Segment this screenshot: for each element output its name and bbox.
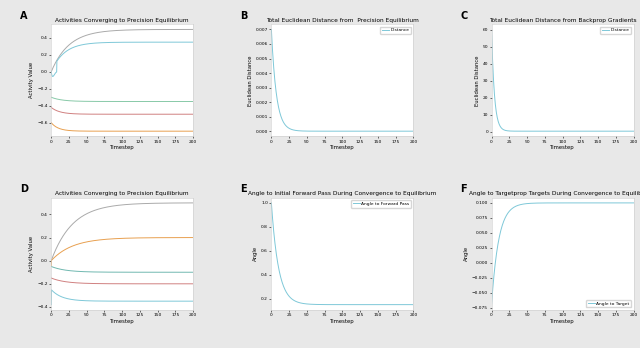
Distance	[488, 27, 495, 32]
Distance	[572, 129, 579, 133]
Y-axis label: Euclidean Distance: Euclidean Distance	[248, 55, 253, 105]
Distance	[268, 27, 275, 32]
Angle to Forward Pass	[292, 300, 300, 304]
Angle to Target	[513, 204, 520, 208]
Angle to Target	[488, 302, 495, 307]
Distance	[332, 129, 339, 133]
Title: Angle to Initial Forward Pass During Convergence to Equilibrium: Angle to Initial Forward Pass During Con…	[248, 191, 436, 196]
Line: Angle to Forward Pass: Angle to Forward Pass	[271, 203, 413, 304]
Distance	[410, 129, 417, 133]
Y-axis label: Activity Value: Activity Value	[29, 236, 35, 272]
Y-axis label: Activity Value: Activity Value	[29, 62, 35, 98]
Title: Total Euclidean Distance from Backprop Gradients: Total Euclidean Distance from Backprop G…	[489, 18, 636, 23]
Text: E: E	[240, 184, 247, 195]
Angle to Forward Pass	[304, 302, 312, 306]
X-axis label: Timestep: Timestep	[550, 145, 575, 150]
Angle to Forward Pass	[351, 302, 359, 307]
X-axis label: Timestep: Timestep	[110, 318, 134, 324]
Angle to Target	[524, 201, 532, 206]
Angle to Forward Pass	[410, 302, 417, 307]
Angle to Forward Pass	[268, 201, 275, 205]
Line: Distance: Distance	[271, 30, 413, 131]
X-axis label: Timestep: Timestep	[550, 318, 575, 324]
X-axis label: Timestep: Timestep	[110, 145, 134, 150]
Line: Distance: Distance	[492, 30, 634, 131]
Distance	[292, 128, 300, 133]
X-axis label: Timestep: Timestep	[330, 318, 355, 324]
Distance	[608, 129, 616, 133]
Legend: Distance: Distance	[600, 26, 632, 34]
Y-axis label: Angle: Angle	[253, 246, 259, 261]
Angle to Forward Pass	[362, 302, 370, 307]
Title: Activities Converging to Precision Equilibrium: Activities Converging to Precision Equil…	[56, 18, 189, 23]
Legend: Distance: Distance	[380, 26, 412, 34]
Angle to Target	[552, 201, 559, 205]
Distance	[513, 129, 520, 133]
Title: Total Euclidean Distance from  Precision Equilibrium: Total Euclidean Distance from Precision …	[266, 18, 419, 23]
Distance	[374, 129, 382, 133]
X-axis label: Timestep: Timestep	[330, 145, 355, 150]
Text: F: F	[460, 184, 467, 195]
Angle to Target	[630, 201, 637, 205]
Text: C: C	[460, 11, 468, 21]
Title: Angle to Targetprop Targets During Convergence to Equilibrium: Angle to Targetprop Targets During Conve…	[469, 191, 640, 196]
Text: D: D	[20, 184, 28, 195]
Distance	[582, 129, 590, 133]
Distance	[362, 129, 370, 133]
Angle to Target	[595, 201, 602, 205]
Title: Activities Converging to Precision Equilibrium: Activities Converging to Precision Equil…	[56, 191, 189, 196]
Legend: Angle to Forward Pass: Angle to Forward Pass	[351, 200, 412, 208]
Legend: Angle to Target: Angle to Target	[586, 300, 632, 308]
Distance	[595, 129, 602, 133]
Y-axis label: Angle: Angle	[464, 246, 469, 261]
Line: Angle to Target: Angle to Target	[492, 203, 634, 304]
Angle to Forward Pass	[332, 302, 339, 307]
Text: B: B	[240, 11, 248, 21]
Distance	[524, 129, 532, 133]
Distance	[630, 129, 637, 133]
Distance	[351, 129, 359, 133]
Angle to Target	[582, 201, 590, 205]
Angle to Target	[572, 201, 579, 205]
Angle to Forward Pass	[374, 302, 382, 307]
Distance	[304, 129, 312, 133]
Y-axis label: Euclidean Distance: Euclidean Distance	[475, 55, 479, 105]
Distance	[552, 129, 559, 133]
Text: A: A	[20, 11, 28, 21]
